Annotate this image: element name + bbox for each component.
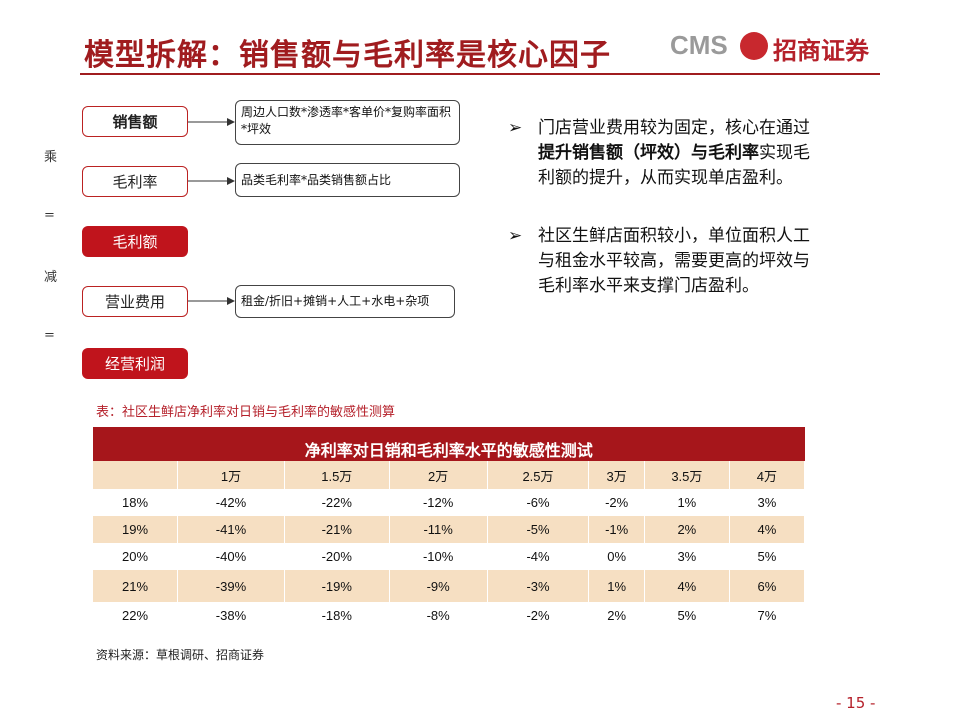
column-header: 4万 bbox=[729, 461, 806, 489]
page-number: - 15 - bbox=[836, 694, 876, 712]
table-row: 21% -39% -19% -9% -3% 1% 4% 6% bbox=[93, 570, 806, 602]
table-cell: 4% bbox=[729, 516, 806, 543]
table-row: 19% -41% -21% -11% -5% -1% 2% 4% bbox=[93, 516, 806, 543]
formula-box: 周边人口数*渗透率*客单价*复购率面积*坪效 bbox=[235, 100, 460, 145]
source: 资料来源：草根调研、招商证券 bbox=[96, 648, 265, 662]
table-cell: -41% bbox=[177, 516, 285, 543]
table-cell: 1% bbox=[644, 489, 730, 516]
column-header: 1万 bbox=[177, 461, 285, 489]
title: 模型拆解：销售额与毛利率是核心因子 bbox=[84, 38, 611, 73]
table-cell: -6% bbox=[487, 489, 590, 516]
table-cell: 3% bbox=[729, 489, 806, 516]
table-cell: -4% bbox=[487, 543, 590, 570]
row-header: 18% bbox=[93, 489, 179, 516]
operator: = bbox=[44, 328, 55, 343]
title-rule bbox=[80, 73, 880, 75]
table-cell: -8% bbox=[389, 602, 488, 629]
table-cell: -38% bbox=[177, 602, 285, 629]
table-row: 22% -38% -18% -8% -2% 2% 5% 7% bbox=[93, 602, 806, 629]
result-box: 经营利润 bbox=[82, 348, 188, 379]
formula-box: 租金/折旧+摊销+人工+水电+杂项 bbox=[235, 285, 455, 318]
row-header: 20% bbox=[93, 543, 179, 570]
table-cell: 4% bbox=[644, 570, 730, 602]
table-cell: -12% bbox=[389, 489, 488, 516]
logo-text: CMS bbox=[670, 30, 728, 60]
arrows bbox=[188, 118, 235, 305]
table-cell: -2% bbox=[487, 602, 590, 629]
result-box: 毛利额 bbox=[82, 226, 188, 257]
table-row: 18% -42% -22% -12% -6% -2% 1% 3% bbox=[93, 489, 806, 516]
factor-box: 销售额 bbox=[82, 106, 188, 137]
text: 门店营业费用较为固定，核心在通过 bbox=[538, 118, 810, 138]
bullet-text: 社区生鲜店面积较小，单位面积人工与租金水平较高，需要更高的坪效与毛利率水平来支撑… bbox=[538, 226, 810, 296]
table-cell: 0% bbox=[588, 543, 645, 570]
table-cell: -42% bbox=[177, 489, 285, 516]
bullet-text: 门店营业费用较为固定，核心在通过提升销售额（坪效）与毛利率实现毛利额的提升，从而… bbox=[538, 116, 823, 191]
table-cell: -39% bbox=[177, 570, 285, 602]
table-cell: -21% bbox=[284, 516, 390, 543]
table-cell: -1% bbox=[588, 516, 645, 543]
table-cell: -3% bbox=[487, 570, 590, 602]
table-cell: -5% bbox=[487, 516, 590, 543]
factor-box: 毛利率 bbox=[82, 166, 188, 197]
column-header: 3.5万 bbox=[644, 461, 730, 489]
column-header-row: 1万 1.5万 2万 2.5万 3万 3.5万 4万 bbox=[93, 461, 806, 489]
header-cell bbox=[93, 461, 179, 489]
table-title: 净利率对日销和毛利率水平的敏感性测试 bbox=[304, 441, 593, 460]
table-cell: -10% bbox=[389, 543, 488, 570]
bullet-marker: ➢ bbox=[508, 118, 523, 138]
table-cell: -18% bbox=[284, 602, 390, 629]
table-cell: -40% bbox=[177, 543, 285, 570]
emphasis: 提升销售额（坪效）与毛利率 bbox=[538, 143, 759, 163]
text: 实现毛利额的提升，从而实现单店盈利。 bbox=[538, 143, 810, 188]
logo-icon bbox=[740, 32, 768, 60]
table-cell: 5% bbox=[644, 602, 730, 629]
formula-box: 品类毛利率*品类销售额占比 bbox=[235, 163, 460, 197]
operator: = bbox=[44, 208, 55, 223]
table-caption: 表：社区生鲜店净利率对日销与毛利率的敏感性测算 bbox=[96, 405, 396, 420]
table-cell: 2% bbox=[588, 602, 645, 629]
table-cell: 7% bbox=[729, 602, 806, 629]
table-cell: 3% bbox=[644, 543, 730, 570]
table-cell: -22% bbox=[284, 489, 390, 516]
row-header: 21% bbox=[93, 570, 179, 602]
bullet-marker: ➢ bbox=[508, 226, 523, 246]
table-cell: -9% bbox=[389, 570, 488, 602]
table-cell: 1% bbox=[588, 570, 645, 602]
table-cell: 2% bbox=[644, 516, 730, 543]
table-cell: 5% bbox=[729, 543, 806, 570]
logo-name: 招商证券 bbox=[773, 37, 869, 65]
table-title-row: 净利率对日销和毛利率水平的敏感性测试 bbox=[93, 427, 805, 461]
row-header: 22% bbox=[93, 602, 179, 629]
column-header: 1.5万 bbox=[284, 461, 390, 489]
table-cell: -11% bbox=[389, 516, 488, 543]
bullet: ➢ 门店营业费用较为固定，核心在通过提升销售额（坪效）与毛利率实现毛利额的提升，… bbox=[508, 116, 823, 191]
table-cell: -20% bbox=[284, 543, 390, 570]
table-row: 20% -40% -20% -10% -4% 0% 3% 5% bbox=[93, 543, 806, 570]
table-cell: -19% bbox=[284, 570, 390, 602]
factor-box: 营业费用 bbox=[82, 286, 188, 317]
column-header: 3万 bbox=[588, 461, 645, 489]
operator: 乘 bbox=[44, 150, 58, 165]
row-header: 19% bbox=[93, 516, 179, 543]
table-cell: -2% bbox=[588, 489, 645, 516]
column-header: 2.5万 bbox=[487, 461, 590, 489]
column-header: 2万 bbox=[389, 461, 488, 489]
sensitivity-table: 净利率对日销和毛利率水平的敏感性测试 1万 1.5万 2万 2.5万 3万 3.5万 4万 18… bbox=[93, 427, 806, 629]
bullet: ➢ 社区生鲜店面积较小，单位面积人工与租金水平较高，需要更高的坪效与毛利率水平来… bbox=[508, 224, 823, 299]
operator: 减 bbox=[44, 270, 58, 285]
table-cell: 6% bbox=[729, 570, 806, 602]
table-body: 净利率对日销和毛利率水平的敏感性测试 1万 1.5万 2万 2.5万 3万 3.5万 4万 18… bbox=[93, 427, 806, 629]
